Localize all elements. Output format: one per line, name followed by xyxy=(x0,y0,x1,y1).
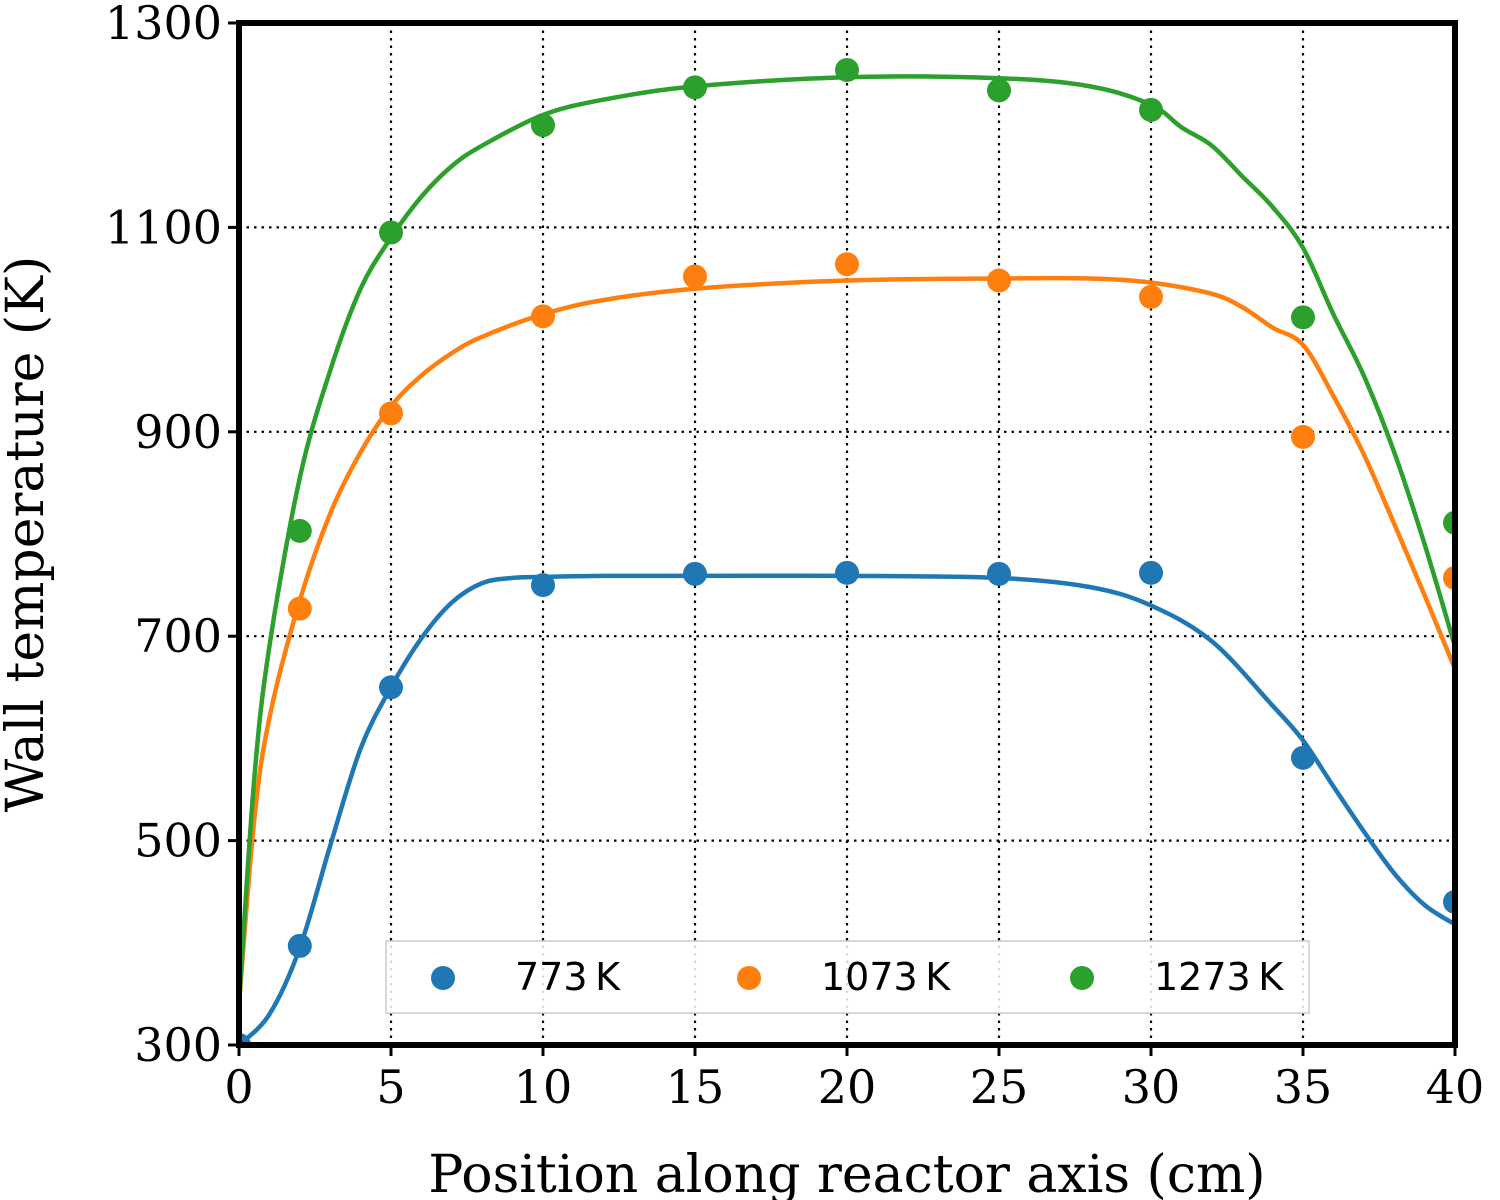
data-point-s1-7 xyxy=(1291,424,1315,449)
data-point-s2-6 xyxy=(1139,97,1163,122)
x-tick-label-6: 30 xyxy=(1122,1060,1181,1114)
legend: 773 K 1073 K 1273 K xyxy=(385,940,1310,1014)
data-point-s2-3 xyxy=(683,75,707,100)
data-point-s2-5 xyxy=(987,78,1011,103)
data-point-s0-7 xyxy=(1139,560,1163,585)
data-point-s1-5 xyxy=(987,268,1011,293)
y-tick-label-2: 700 xyxy=(134,609,222,663)
y-axis-title: Wall temperature (K) xyxy=(0,256,56,813)
fit-curve-0 xyxy=(239,573,1455,1045)
data-point-s1-3 xyxy=(683,264,707,289)
data-point-s1-6 xyxy=(1139,284,1163,309)
fit-curve-1 xyxy=(239,275,1455,1005)
data-point-s2-1 xyxy=(379,220,403,245)
y-tick-label-3: 900 xyxy=(134,405,222,459)
y-tick-label-0: 300 xyxy=(134,1018,222,1072)
data-points xyxy=(239,58,1455,1045)
legend-label-0: 773 K xyxy=(515,955,621,999)
legend-marker-0 xyxy=(431,966,455,990)
x-axis-title: Position along reactor axis (cm) xyxy=(428,1145,1265,1200)
x-axis-ticks: 0 5 10 15 20 25 30 35 40 xyxy=(224,1045,1484,1114)
legend-box xyxy=(385,940,1310,1014)
data-point-s1-2 xyxy=(531,304,555,329)
y-axis-ticks: 300 500 700 900 1100 1300 xyxy=(105,0,239,1072)
fit-curves xyxy=(239,74,1455,1045)
data-point-s0-4 xyxy=(683,561,707,586)
data-point-s0-5 xyxy=(835,560,859,585)
data-point-s0-8 xyxy=(1291,745,1315,770)
legend-marker-2 xyxy=(1070,966,1094,990)
y-tick-label-5: 1300 xyxy=(105,0,222,50)
data-point-s0-2 xyxy=(379,675,403,700)
x-tick-label-3: 15 xyxy=(666,1060,725,1114)
data-point-s0-3 xyxy=(531,573,555,598)
data-point-s1-1 xyxy=(379,401,403,426)
x-tick-label-1: 5 xyxy=(376,1060,405,1114)
x-tick-label-5: 25 xyxy=(970,1060,1029,1114)
data-point-s2-0 xyxy=(287,518,312,543)
x-tick-label-7: 35 xyxy=(1274,1060,1333,1114)
fit-curve-2 xyxy=(239,74,1455,1005)
x-tick-label-4: 20 xyxy=(818,1060,877,1114)
grid-lines xyxy=(239,23,1455,1045)
data-point-s2-4 xyxy=(835,58,859,83)
data-point-s2-7 xyxy=(1291,305,1315,330)
legend-label-1: 1073 K xyxy=(821,955,951,999)
y-tick-label-1: 500 xyxy=(134,814,222,868)
data-point-s1-4 xyxy=(835,252,859,277)
data-point-s1-0 xyxy=(287,596,312,621)
data-point-s0-6 xyxy=(987,561,1011,586)
legend-label-2: 1273 K xyxy=(1154,955,1284,999)
x-tick-label-2: 10 xyxy=(514,1060,573,1114)
x-tick-label-0: 0 xyxy=(224,1060,253,1114)
data-point-s0-1 xyxy=(287,933,312,958)
x-tick-label-8: 40 xyxy=(1426,1060,1485,1114)
y-tick-label-4: 1100 xyxy=(105,200,222,254)
legend-marker-1 xyxy=(737,966,761,990)
data-point-s2-2 xyxy=(531,113,555,138)
